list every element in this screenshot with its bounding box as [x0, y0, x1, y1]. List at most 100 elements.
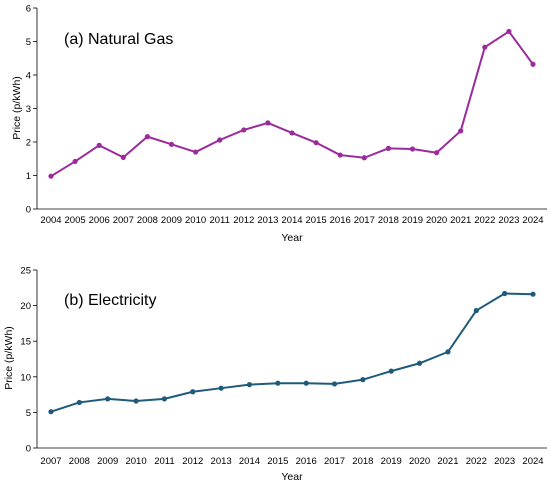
electricity-x-tick-label: 2008 [69, 456, 90, 467]
gas-data-point [506, 28, 512, 35]
gas-y-tick-label: 2 [26, 138, 31, 149]
gas-x-tick-label: 2005 [65, 215, 86, 226]
gas-x-tick-label: 2008 [137, 215, 158, 226]
gas-x-tick-label: 2011 [209, 215, 229, 226]
electricity-x-tick-label: 2010 [125, 456, 146, 467]
electricity-y-tick-label: 10 [20, 372, 31, 383]
gas-data-point [337, 152, 343, 158]
gas-y-tick-label: 1 [26, 171, 31, 182]
electricity-data-point [388, 368, 394, 374]
gas-x-tick-label: 2009 [161, 215, 182, 226]
electricity-x-tick-label: 2018 [352, 456, 373, 467]
electricity-series-line [50, 292, 534, 413]
gas-y-tick-label: 4 [26, 71, 31, 82]
gas-y-tick-label: 6 [26, 4, 31, 15]
gas-x-tick-label: 2020 [426, 215, 447, 226]
electricity-data-point [218, 385, 224, 391]
electricity-data-point [190, 389, 196, 395]
electricity-x-axis-title: Year [281, 471, 303, 483]
electricity-x-tick-label: 2007 [40, 456, 61, 467]
gas-x-tick-label: 2022 [474, 215, 495, 226]
gas-data-point [530, 61, 536, 67]
gas-data-point [120, 154, 126, 161]
gas-x-tick-label: 2018 [378, 215, 399, 226]
electricity-x-tick-label: 2023 [494, 456, 515, 467]
electricity-data-point [473, 307, 479, 314]
gas-x-tick-label: 2024 [522, 215, 543, 226]
electricity-y-tick-label: 0 [26, 444, 31, 455]
gas-data-point [409, 146, 416, 152]
electricity-x-tick-label: 2012 [182, 456, 203, 467]
gas-data-point [434, 150, 440, 156]
gas-data-point [313, 140, 319, 146]
electricity-data-point [502, 290, 508, 297]
gas-x-tick-label: 2013 [257, 215, 278, 226]
gas-data-point [241, 127, 247, 133]
gas-x-tick-label: 2004 [40, 215, 61, 226]
electricity-y-tick-label: 15 [20, 337, 31, 348]
gas-x-tick-label: 2021 [450, 215, 471, 226]
gas-x-tick-label: 2010 [185, 215, 206, 226]
gas-y-tick-label: 0 [26, 205, 31, 216]
gas-x-tick-label: 2006 [89, 215, 110, 226]
gas-chart-title: (a) Natural Gas [64, 31, 173, 48]
gas-x-tick-label: 2019 [402, 215, 423, 226]
gas-data-point [144, 134, 150, 140]
electricity-x-tick-label: 2013 [211, 456, 232, 467]
gas-x-tick-label: 2007 [113, 215, 134, 226]
gas-y-tick-label: 5 [26, 37, 31, 48]
gas-data-point [168, 141, 175, 147]
electricity-y-tick-label: 25 [20, 266, 31, 277]
electricity-x-tick-label: 2022 [466, 456, 487, 467]
electricity-data-point [246, 382, 253, 388]
electricity-x-tick-label: 2020 [409, 456, 430, 467]
electricity-data-point [76, 399, 82, 406]
electricity-data-point [416, 360, 423, 366]
gas-data-point [361, 155, 367, 161]
electricity-y-tick-label: 5 [26, 408, 31, 419]
gas-x-tick-label: 2023 [498, 215, 519, 226]
gas-y-tick-label: 3 [26, 104, 31, 115]
gas-data-point [217, 137, 223, 143]
gas-x-tick-label: 2012 [233, 215, 254, 226]
electricity-data-point [530, 291, 536, 297]
electricity-data-point [331, 381, 338, 387]
electricity-data-point [303, 380, 309, 386]
gas-data-point [265, 120, 271, 126]
electricity-data-point [105, 396, 111, 402]
electricity-y-tick-label: 20 [20, 301, 31, 312]
gas-x-tick-label: 2017 [354, 215, 375, 226]
gas-y-axis-title: Price (p/kWh) [11, 76, 23, 140]
gas-data-point [385, 145, 391, 151]
gas-x-tick-label: 2015 [306, 215, 327, 226]
gas-data-point [96, 142, 102, 148]
electricity-data-point [48, 409, 54, 415]
electricity-data-point [161, 396, 168, 402]
electricity-x-tick-label: 2021 [437, 456, 458, 467]
gas-data-point [458, 128, 464, 134]
gas-x-axis-title: Year [281, 232, 303, 244]
electricity-x-tick-label: 2015 [267, 456, 288, 467]
gas-data-point [289, 130, 295, 136]
gas-x-tick-label: 2016 [330, 215, 351, 226]
electricity-x-tick-label: 2016 [296, 456, 317, 467]
gas-data-point [193, 149, 199, 155]
gas-x-tick-label: 2014 [281, 215, 302, 226]
chart-electricity: 0 5 10 15 20 25 2007 2008 2009 2010 2011 2012 2013 20… [3, 266, 547, 483]
electricity-data-point [445, 349, 451, 355]
electricity-x-tick-label: 2024 [522, 456, 543, 467]
electricity-x-tick-label: 2009 [97, 456, 118, 467]
electricity-data-point [133, 398, 139, 404]
electricity-x-tick-label: 2011 [154, 456, 174, 467]
electricity-y-axis-title: Price (p/kWh) [3, 326, 15, 390]
gas-plot-area: 0 1 2 3 4 5 6 2004 2005 2006 2007 2008 2009 2010 2011 2… [26, 4, 547, 226]
electricity-chart-title: (b) Electricity [64, 292, 156, 309]
electricity-x-tick-label: 2017 [324, 456, 345, 467]
gas-data-point [72, 158, 78, 165]
electricity-x-tick-label: 2019 [381, 456, 402, 467]
electricity-data-point [360, 377, 366, 383]
electricity-plot-area: 0 5 10 15 20 25 2007 2008 2009 2010 2011 2012 2013 20… [20, 266, 547, 467]
gas-data-point [482, 44, 488, 50]
electricity-x-tick-label: 2014 [239, 456, 260, 467]
